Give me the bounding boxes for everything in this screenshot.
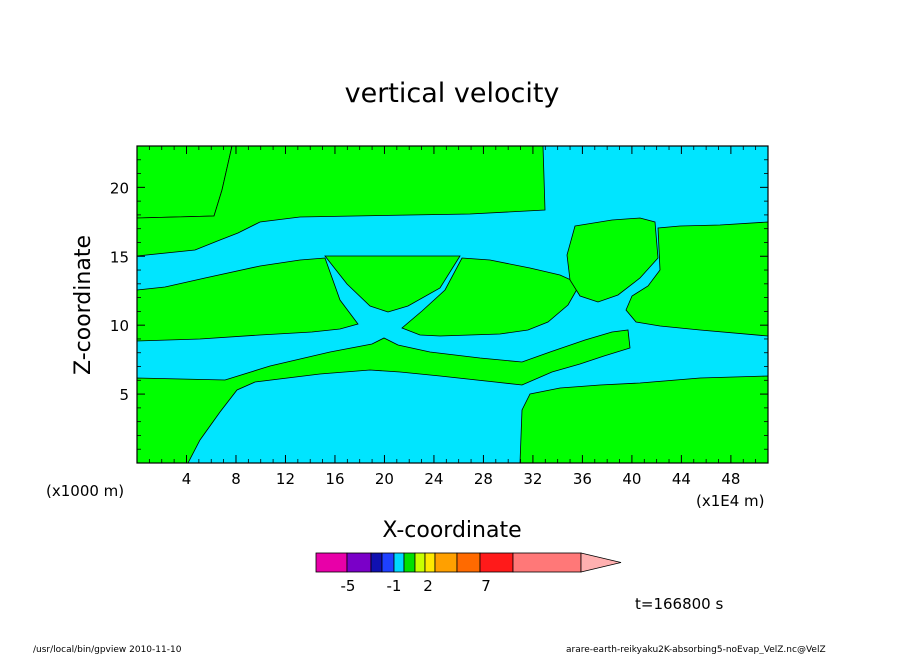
x-tick-label: 4 (182, 470, 192, 488)
upper-right-lobe (566, 217, 659, 303)
upper-band-left (137, 257, 359, 342)
x-tick-label: 48 (721, 470, 740, 488)
colorbar-tick-label: 2 (423, 577, 433, 595)
positive-regions (137, 146, 768, 463)
colorbar-segment (414, 552, 426, 573)
y-axis-label: Z-coordinate (71, 235, 96, 375)
colorbar-tick-label: -1 (387, 577, 402, 595)
footer-right: arare-earth-reikyaku2K-absorbing5-noEvap… (566, 645, 826, 654)
footer-left: /usr/local/bin/gpview 2010-11-10 (33, 645, 182, 654)
colorbar-tick-label: -5 (341, 577, 356, 595)
colorbar-segment (346, 552, 372, 573)
x-tick-label: 32 (523, 470, 542, 488)
mid-band-region (137, 329, 631, 463)
colorbar-arrow (580, 552, 622, 573)
y-tick-label: 15 (110, 248, 129, 266)
colorbar: -5 -1 2 7 (315, 552, 622, 595)
x-tick-label: 16 (325, 470, 344, 488)
x-tick-label: 40 (622, 470, 641, 488)
x-tick-label: 12 (276, 470, 295, 488)
y-tick-label: 10 (110, 317, 129, 335)
right-band-region (625, 221, 768, 337)
chart-title: vertical velocity (345, 78, 560, 109)
x-tick-label: 20 (375, 470, 394, 488)
upper-band-center (401, 257, 581, 337)
y-tick-label: 20 (110, 179, 129, 197)
colorbar-segment (315, 552, 348, 573)
colorbar-segment (403, 552, 416, 573)
bottom-right-region (519, 375, 768, 463)
plot-area (137, 146, 768, 463)
colorbar-segment (393, 552, 405, 573)
y-unit-label: (x1000 m) (46, 482, 124, 500)
colorbar-tick-label: 7 (481, 577, 491, 595)
colorbar-segment (424, 552, 436, 573)
x-axis-ticks: 4 8 12 16 20 24 28 32 36 40 44 48 (148, 146, 769, 488)
center-bowl-region (324, 255, 461, 313)
x-tick-label: 44 (672, 470, 691, 488)
x-tick-label: 8 (231, 470, 241, 488)
plot-frame (136, 145, 769, 464)
x-unit-label: (x1E4 m) (696, 492, 765, 510)
y-tick-label: 5 (119, 386, 129, 404)
colorbar-segment (381, 552, 395, 573)
x-tick-label: 24 (424, 470, 443, 488)
x-tick-label: 28 (474, 470, 493, 488)
top-center-region (137, 146, 546, 257)
x-tick-label: 36 (573, 470, 592, 488)
colorbar-segment (479, 552, 514, 573)
time-label: t=166800 s (635, 595, 723, 613)
colorbar-segment (370, 552, 383, 573)
colorbar-segment (456, 552, 481, 573)
y-axis-ticks: 5 10 15 20 (110, 145, 768, 450)
colorbar-segment (512, 552, 582, 573)
colorbar-segment (434, 552, 458, 573)
x-axis-label: X-coordinate (382, 518, 521, 543)
